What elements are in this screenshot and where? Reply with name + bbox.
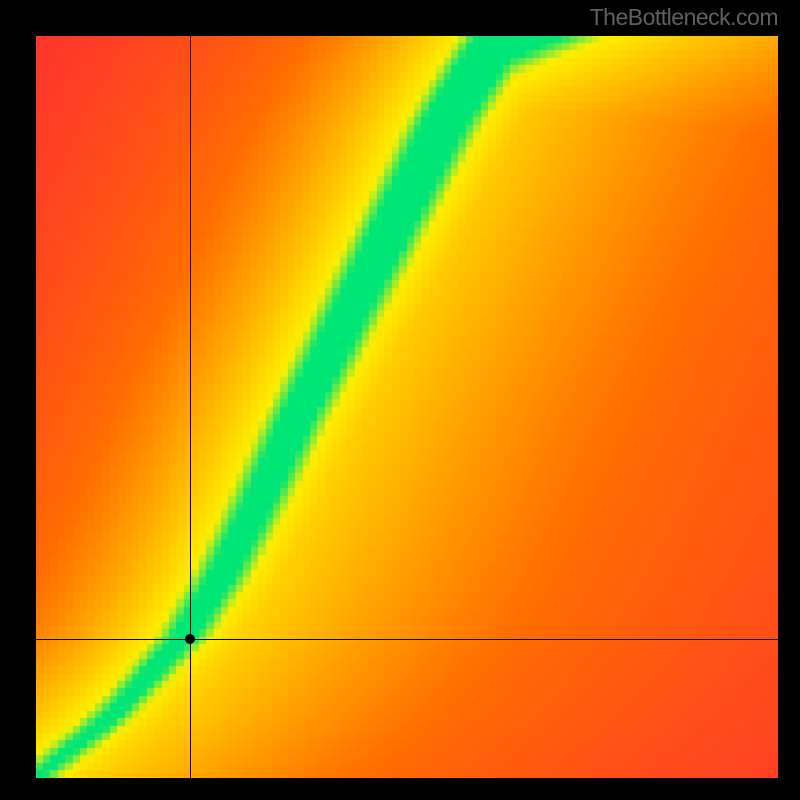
crosshair-vertical [190, 36, 191, 778]
heatmap-canvas [36, 36, 778, 778]
crosshair-horizontal [36, 639, 778, 640]
data-point-marker [185, 634, 195, 644]
watermark-text: TheBottleneck.com [590, 4, 778, 31]
chart-container: TheBottleneck.com [0, 0, 800, 800]
